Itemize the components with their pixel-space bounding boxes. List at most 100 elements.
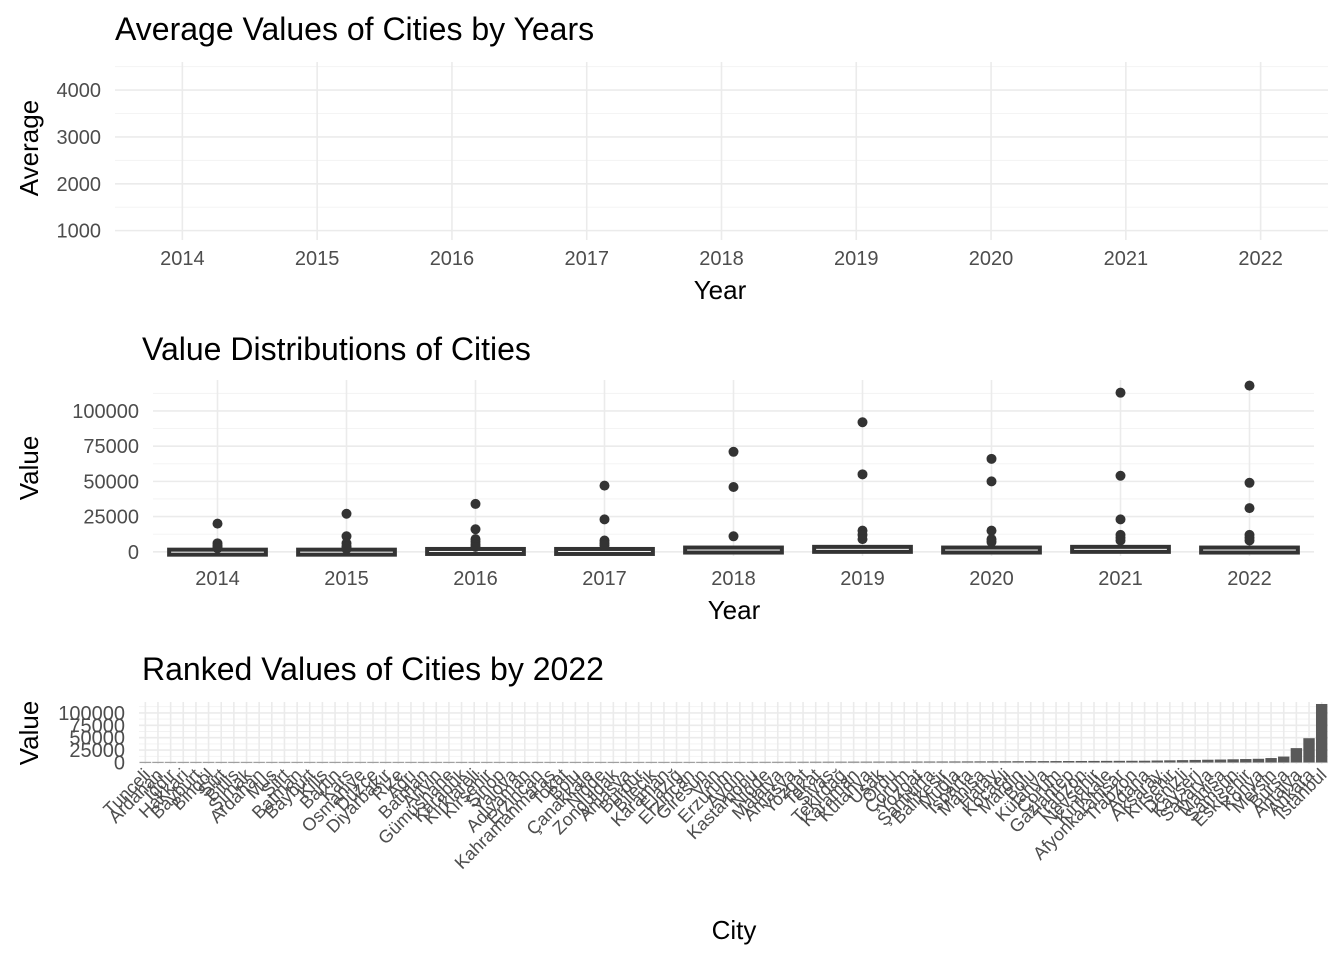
- bar: [1075, 760, 1088, 763]
- panel-average-values: Average Values of Cities by Years 1000 20…: [14, 11, 1328, 305]
- outlier-point: [1115, 387, 1126, 398]
- bar: [810, 761, 822, 763]
- x-tick-label: 2019: [840, 568, 885, 590]
- x-tick-label: 2022: [1227, 568, 1272, 590]
- outlier-point: [1244, 503, 1255, 514]
- bar: [1189, 759, 1201, 763]
- bar: [949, 761, 961, 763]
- x-tick-label: 2021: [1098, 568, 1143, 590]
- bar: [1088, 760, 1100, 763]
- bar: [1252, 758, 1265, 763]
- box: [683, 545, 784, 555]
- bar: [961, 761, 974, 763]
- bar: [152, 761, 164, 763]
- panel1-y-tick-labels: 1000 2000 3000 4000: [57, 80, 102, 243]
- bar: [557, 761, 569, 763]
- x-tick-label: 2018: [699, 248, 744, 270]
- y-tick-label: 25000: [83, 507, 139, 529]
- bar: [645, 761, 657, 763]
- outlier-point: [728, 531, 739, 542]
- y-tick-label: 50000: [83, 471, 139, 493]
- bar: [911, 761, 923, 763]
- bar: [240, 761, 253, 763]
- outlier-point: [341, 531, 352, 542]
- bar: [1214, 759, 1227, 763]
- bar: [190, 761, 202, 763]
- bar: [506, 761, 518, 763]
- bar: [493, 761, 506, 763]
- x-tick-label: 2017: [582, 568, 627, 590]
- bar: [291, 761, 303, 763]
- panel3-title: Ranked Values of Cities by 2022: [142, 651, 604, 687]
- bar: [772, 761, 784, 763]
- bar: [885, 761, 898, 763]
- bar: [1012, 761, 1024, 763]
- outlier-point: [1115, 514, 1126, 525]
- bar: [430, 761, 442, 763]
- bar: [759, 761, 771, 763]
- panel2-title: Value Distributions of Cities: [142, 331, 531, 367]
- outlier-point: [1244, 535, 1255, 546]
- bar: [1176, 760, 1189, 763]
- bar: [797, 761, 809, 763]
- bar: [658, 761, 670, 763]
- box: [1070, 544, 1171, 554]
- panel3-y-axis-title: Value: [14, 701, 44, 766]
- bar: [860, 761, 873, 763]
- outlier-point: [1244, 380, 1255, 391]
- x-tick-label: 2022: [1238, 248, 1283, 270]
- box: [812, 544, 913, 554]
- bar: [620, 761, 632, 763]
- outlier-point: [728, 446, 739, 457]
- y-tick-label: 25000: [69, 740, 125, 762]
- outlier-point: [986, 536, 997, 547]
- panel1-y-axis-title: Average: [14, 100, 44, 196]
- bar: [455, 761, 468, 763]
- bar: [670, 761, 683, 763]
- bar: [531, 761, 544, 763]
- bar: [164, 761, 177, 763]
- y-tick-label: 0: [114, 753, 125, 775]
- bar: [1037, 761, 1050, 763]
- x-tick-label: 2017: [564, 248, 609, 270]
- y-tick-label: 0: [128, 542, 139, 564]
- y-tick-label: 2000: [57, 174, 102, 196]
- x-tick-label: 2016: [430, 248, 475, 270]
- bar: [202, 761, 215, 763]
- bar: [1100, 760, 1113, 763]
- bar: [683, 761, 695, 763]
- x-tick-label: 2014: [195, 568, 240, 590]
- bar: [734, 761, 746, 763]
- bar: [569, 761, 582, 763]
- bar: [923, 761, 936, 763]
- outlier-point: [470, 498, 481, 509]
- bar: [316, 761, 329, 763]
- y-tick-label: 50000: [69, 728, 125, 750]
- panel2-x-tick-labels: 2014 2015 2016 2017 2018 2019 2020 2021 2022: [195, 568, 1272, 590]
- bar: [607, 761, 620, 763]
- outlier-point: [599, 540, 610, 551]
- bar: [354, 761, 367, 763]
- bar: [1227, 759, 1239, 763]
- x-tick-label: 2014: [160, 248, 205, 270]
- bar: [1303, 738, 1315, 763]
- y-tick-label: 4000: [57, 80, 102, 102]
- bar: [696, 761, 708, 763]
- bar: [417, 761, 430, 763]
- bar: [1138, 760, 1151, 763]
- x-tick-label: 2016: [453, 568, 498, 590]
- outlier-point: [341, 543, 352, 554]
- bar: [278, 761, 291, 763]
- bar: [215, 761, 227, 763]
- panel2-x-axis-title: Year: [708, 595, 761, 625]
- bar: [1202, 759, 1214, 763]
- bar: [847, 761, 860, 763]
- bar: [721, 761, 733, 763]
- x-tick-label: 2020: [969, 248, 1014, 270]
- panel3-bars: [139, 703, 1328, 763]
- x-tick-label: 2018: [711, 568, 756, 590]
- bar: [405, 761, 417, 763]
- outlier-point: [986, 476, 997, 487]
- bar: [1290, 748, 1303, 763]
- bar: [1025, 761, 1037, 763]
